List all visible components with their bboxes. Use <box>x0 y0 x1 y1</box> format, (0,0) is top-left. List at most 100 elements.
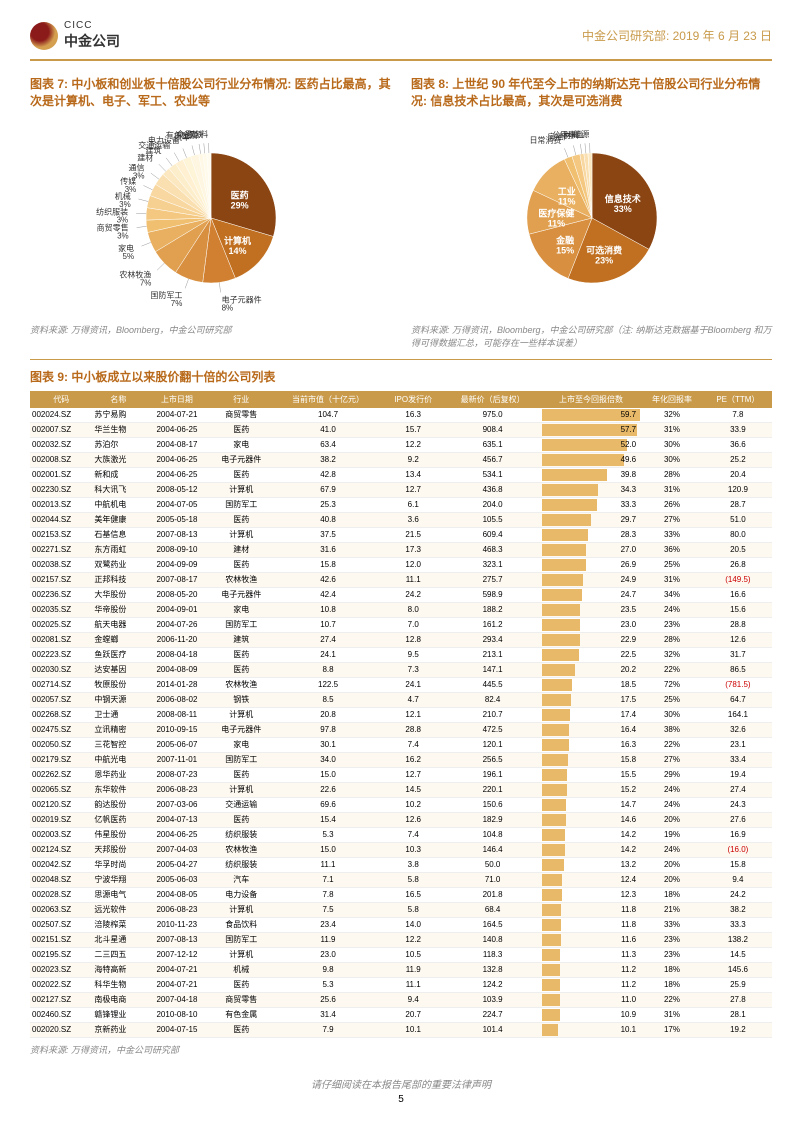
table-9: 代码名称上市日期行业当前市值（十亿元）IPO发行价最新价（后复权）上市至今回报倍… <box>30 391 772 1038</box>
table-cell: 20.2 <box>542 662 640 677</box>
table-cell: 大族激光 <box>92 452 144 467</box>
table-cell: 国防军工 <box>209 932 273 947</box>
table-cell: 中钢天源 <box>92 692 144 707</box>
table-cell: 33.9 <box>704 422 772 437</box>
table-cell: 24% <box>640 782 704 797</box>
table-row: 002262.SZ恩华药业2008-07-23医药15.012.7196.115… <box>30 767 772 782</box>
table-cell: 002013.SZ <box>30 497 92 512</box>
table-cell: 2004-07-21 <box>144 962 209 977</box>
table-cell: 2008-07-23 <box>144 767 209 782</box>
table-cell: 002507.SZ <box>30 917 92 932</box>
table-row: 002271.SZ东方雨虹2008-09-10建材31.617.3468.327… <box>30 542 772 557</box>
table-cell: 2004-07-05 <box>144 497 209 512</box>
table-row: 002236.SZ大华股份2008-05-20电子元器件42.424.2598.… <box>30 587 772 602</box>
table-row: 002028.SZ思源电气2004-08-05电力设备7.816.5201.81… <box>30 887 772 902</box>
table-cell: 36.6 <box>704 437 772 452</box>
table-cell: 2006-08-02 <box>144 692 209 707</box>
table-cell: 12.1 <box>383 707 443 722</box>
table-cell: 002460.SZ <box>30 1007 92 1022</box>
table-row: 002025.SZ航天电器2004-07-26国防军工10.77.0161.22… <box>30 617 772 632</box>
table-cell: 11.2 <box>542 962 640 977</box>
table-cell: 38.2 <box>273 452 383 467</box>
table-cell: 30.1 <box>273 737 383 752</box>
table-cell: 华帝股份 <box>92 602 144 617</box>
table-cell: 中航光电 <box>92 752 144 767</box>
table-cell: 32% <box>640 647 704 662</box>
table-cell: 27.8 <box>704 992 772 1007</box>
table-cell: 计算机 <box>209 707 273 722</box>
table-cell: 东方雨虹 <box>92 542 144 557</box>
table-cell: 002065.SZ <box>30 782 92 797</box>
table-cell: 28.3 <box>542 527 640 542</box>
table-cell: 11.2 <box>542 977 640 992</box>
table-cell: 14.2 <box>542 842 640 857</box>
table-cell: 11.0 <box>542 992 640 1007</box>
table-cell: 医药 <box>209 767 273 782</box>
table-cell: 牧原股份 <box>92 677 144 692</box>
table-cell: 67.9 <box>273 482 383 497</box>
table-cell: 323.1 <box>443 557 541 572</box>
table-cell: 农林牧渔 <box>209 677 273 692</box>
table-row: 002007.SZ华兰生物2004-06-25医药41.015.7908.457… <box>30 422 772 437</box>
table-cell: 161.2 <box>443 617 541 632</box>
table-cell: 11.3 <box>542 947 640 962</box>
table-cell: 14.2 <box>542 827 640 842</box>
svg-text:商贸零售3%: 商贸零售3% <box>96 222 128 240</box>
table-cell: 15.8 <box>704 857 772 872</box>
table-cell: 2004-06-25 <box>144 422 209 437</box>
table-cell: 49.6 <box>542 452 640 467</box>
table-cell: 家电 <box>209 737 273 752</box>
table-cell: 42.4 <box>273 587 383 602</box>
table-cell: 40.8 <box>273 512 383 527</box>
table-cell: 36% <box>640 542 704 557</box>
svg-text:家电5%: 家电5% <box>118 243 134 261</box>
table-cell: 医药 <box>209 557 273 572</box>
table-cell: 16.3 <box>542 737 640 752</box>
table-cell: 002038.SZ <box>30 557 92 572</box>
svg-text:国防军工7%: 国防军工7% <box>150 290 182 308</box>
table-cell: 2007-08-17 <box>144 572 209 587</box>
table-cell: 15.8 <box>273 557 383 572</box>
table-cell: 33.4 <box>704 752 772 767</box>
table-row: 002030.SZ达安基因2004-08-09医药8.87.3147.120.2… <box>30 662 772 677</box>
table-cell: 2004-07-15 <box>144 1022 209 1037</box>
table-cell: 7.4 <box>383 827 443 842</box>
table-cell: 16.5 <box>383 887 443 902</box>
table-cell: 建材 <box>209 542 273 557</box>
table-cell: 33.3 <box>704 917 772 932</box>
table-cell: 23.0 <box>273 947 383 962</box>
table-cell: 26.9 <box>542 557 640 572</box>
table-cell: 34.3 <box>542 482 640 497</box>
table-cell: 纺织服装 <box>209 827 273 842</box>
table-cell: 商贸零售 <box>209 408 273 423</box>
table-cell: 15.4 <box>273 812 383 827</box>
table-cell: 农林牧渔 <box>209 842 273 857</box>
table-row: 002065.SZ东华软件2006-08-23计算机22.614.5220.11… <box>30 782 772 797</box>
table-cell: 20.7 <box>383 1007 443 1022</box>
table-cell: 164.5 <box>443 917 541 932</box>
table-cell: 31.6 <box>273 542 383 557</box>
table-cell: 14.5 <box>383 782 443 797</box>
table-cell: 2014-01-28 <box>144 677 209 692</box>
table-cell: 2004-07-21 <box>144 408 209 423</box>
table-cell: 224.7 <box>443 1007 541 1022</box>
table-cell: 2007-03-06 <box>144 797 209 812</box>
table-cell: 医药 <box>209 977 273 992</box>
table-cell: 12.6 <box>383 812 443 827</box>
table-cell: 10.9 <box>542 1007 640 1022</box>
table-cell: 2005-06-03 <box>144 872 209 887</box>
table-cell: 002127.SZ <box>30 992 92 1007</box>
table-cell: 002236.SZ <box>30 587 92 602</box>
table-cell: 64.7 <box>704 692 772 707</box>
table-cell: 2004-07-26 <box>144 617 209 632</box>
table-cell: 002050.SZ <box>30 737 92 752</box>
table-cell: 534.1 <box>443 467 541 482</box>
table-cell: 家电 <box>209 602 273 617</box>
table-cell: 59.7 <box>542 408 640 423</box>
table-cell: 纺织服装 <box>209 857 273 872</box>
table-cell: 598.9 <box>443 587 541 602</box>
table-cell: 2007-11-01 <box>144 752 209 767</box>
table-cell: 2007-08-13 <box>144 932 209 947</box>
table-cell: 医药 <box>209 1022 273 1037</box>
table-cell: 有色金属 <box>209 1007 273 1022</box>
